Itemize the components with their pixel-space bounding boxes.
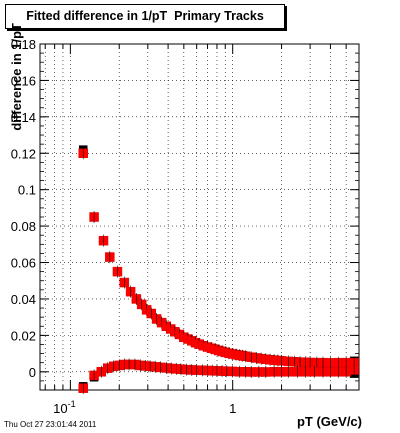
x-tick-exponent: -1 [68, 399, 76, 409]
y-tick-label: 0.12 [11, 146, 36, 161]
y-tick-label: 0.04 [11, 292, 36, 307]
axes: 0 0.02 0.04 0.06 0.08 0.1 0.12 0.14 0.16 0.18 10-1… [11, 37, 360, 416]
y-tick-label: 0 [29, 365, 36, 380]
y-tick-label: 0.18 [11, 37, 36, 52]
chart-title: Fitted difference in 1/pT Primary Tracks [5, 4, 285, 29]
y-axis-label: difference in 1/pT [9, 23, 24, 131]
y-tick-label: 0.02 [11, 328, 36, 343]
y-tick-label: 0.14 [11, 110, 36, 125]
x-axis-label: pT (GeV/c) [296, 414, 362, 429]
x-tick-label: 1 [229, 401, 236, 416]
y-tick-label: 0.16 [11, 73, 36, 88]
y-tick-label: 0.08 [11, 219, 36, 234]
timestamp: Thu Oct 27 23:01:44 2011 [4, 420, 97, 429]
y-tick-label: 0.06 [11, 256, 36, 271]
x-tick-label: 10-1 [53, 399, 75, 416]
data-points [78, 145, 359, 395]
y-tick-label: 0.1 [18, 183, 36, 198]
